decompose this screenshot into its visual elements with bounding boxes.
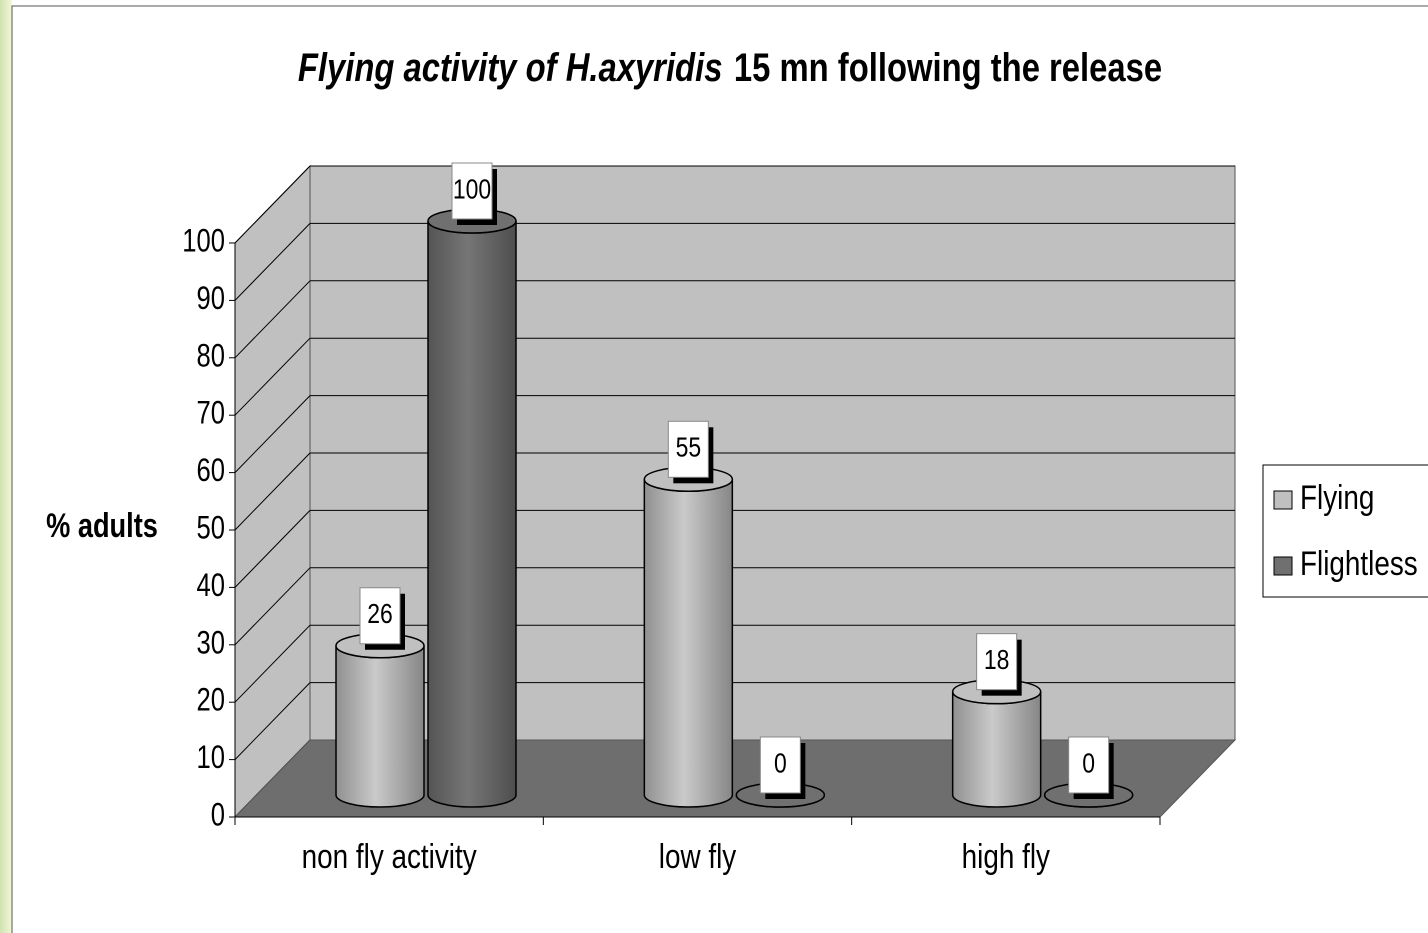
grid-line (234, 223, 311, 301)
label-box (667, 420, 709, 478)
grid-line (234, 510, 311, 588)
y-tick-label: 40 (197, 568, 225, 603)
y-tick-label: 30 (197, 626, 225, 661)
x-tick-label: high fly (962, 837, 1051, 875)
grid-line (234, 337, 311, 416)
y-tick-label: 20 (197, 683, 225, 718)
cylinder-bar (643, 479, 734, 808)
data-label: 26 (367, 599, 393, 630)
y-tick-label: 70 (197, 396, 225, 431)
y-tick-label: 90 (197, 281, 225, 316)
title-italic: Flying activity of H.axyridis (298, 44, 723, 89)
grid-line (234, 682, 311, 760)
legend-label: Flying (1300, 478, 1374, 516)
data-label: 55 (676, 433, 702, 464)
y-tick-label: 10 (197, 740, 225, 775)
y-tick-label: 60 (197, 453, 225, 488)
grid-line (234, 165, 311, 244)
y-tick-label: 0 (211, 798, 225, 833)
data-label: 0 (1082, 748, 1095, 779)
data-label: 18 (984, 645, 1010, 676)
cylinder-bar (951, 691, 1042, 808)
label-box (451, 162, 493, 220)
grid-line (234, 452, 311, 531)
grid-line (234, 280, 311, 359)
legend-swatch (1273, 556, 1293, 576)
x-tick-label: non fly activity (302, 837, 477, 875)
data-label: 0 (774, 748, 787, 779)
label-box (1068, 736, 1110, 794)
y-tick-label: 50 (197, 511, 225, 546)
x-tick-label: low fly (659, 837, 737, 875)
legend-label: Flightless (1300, 544, 1418, 582)
cylinder-bar (335, 645, 425, 808)
y-axis-label: % adults (46, 506, 158, 545)
y-tick-label: 100 (182, 224, 225, 259)
cylinder-bar (427, 220, 517, 808)
frame-edge (0, 0, 12, 933)
label-box (359, 587, 401, 645)
y-tick-label: 80 (197, 339, 225, 374)
label-box (759, 736, 801, 794)
label-box (976, 633, 1018, 691)
data-label: 100 (453, 174, 491, 205)
grid-line (234, 624, 311, 703)
legend-swatch (1273, 490, 1293, 510)
grid-line (234, 567, 311, 646)
chart-title: Flying activity of H.axyridis 15 mn follo… (298, 44, 1162, 89)
grid-line (234, 395, 311, 473)
title-rest: 15 mn following the release (734, 44, 1162, 89)
